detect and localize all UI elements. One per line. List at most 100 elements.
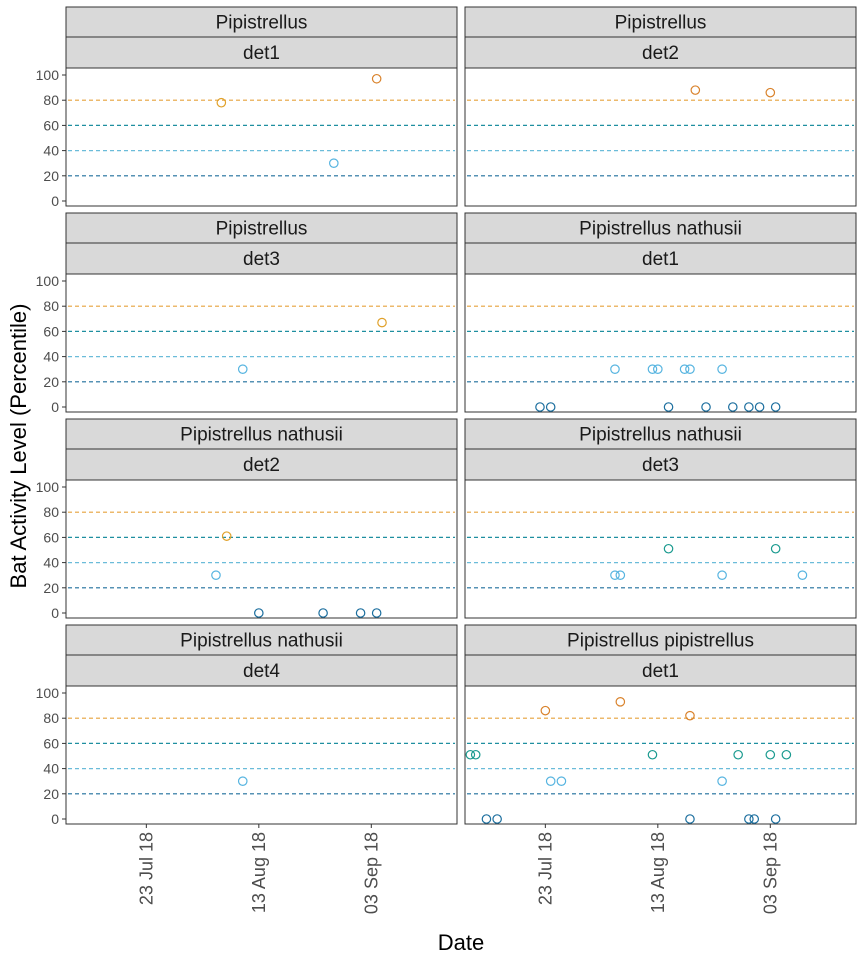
data-point	[465, 749, 476, 760]
y-tick-label: 20	[43, 786, 59, 802]
data-point	[749, 814, 760, 824]
facet-panel: Pipistrellus det1 0 20 40 60 80 100	[36, 6, 458, 209]
y-tick-label: 20	[43, 374, 59, 390]
detector-label: det3	[243, 249, 280, 270]
data-point	[685, 364, 695, 374]
y-tick-label: 0	[51, 605, 59, 621]
data-point	[318, 608, 328, 618]
plot-area	[65, 273, 458, 413]
x-tick-label: 23 Jul 18	[136, 832, 156, 905]
y-tick-label: 100	[36, 67, 60, 83]
facet-panel: Pipistrellus pipistrellus det1	[464, 624, 857, 825]
plot-area	[464, 67, 857, 207]
y-tick-label: 80	[43, 710, 59, 726]
x-tick-label: 03 Sep 18	[361, 832, 381, 914]
y-axis-title: Bat Activity Level (Percentile)	[6, 304, 31, 589]
species-strip	[65, 212, 458, 244]
detector-label: det1	[642, 249, 679, 270]
species-label: Pipistrellus nathusii	[579, 425, 742, 446]
detector-label: det2	[642, 43, 679, 64]
data-point	[685, 710, 695, 721]
data-point	[765, 87, 776, 98]
data-point	[781, 749, 792, 760]
y-tick-label: 20	[43, 168, 59, 184]
data-point	[663, 543, 674, 554]
data-point	[556, 776, 567, 786]
x-tick-label: 13 Aug 18	[648, 832, 668, 913]
facet-panel: Pipistrellus det2	[464, 6, 857, 207]
data-point	[679, 364, 690, 374]
y-tick-label: 0	[51, 811, 59, 827]
facet-panel: Pipistrellus nathusii det2 0 20 40 60 80 100	[36, 418, 458, 621]
facet-panel: Pipistrellus nathusii det4 0 20 40 60 80 100	[36, 624, 458, 827]
plot-area	[65, 685, 458, 825]
species-strip	[65, 418, 458, 450]
data-point	[615, 570, 626, 580]
detector-strip	[65, 36, 458, 69]
species-label: Pipistrellus nathusii	[579, 219, 742, 240]
data-point	[211, 570, 221, 580]
data-point	[535, 402, 545, 412]
data-point	[647, 749, 658, 760]
x-axis-title: Date	[438, 930, 484, 955]
detector-strip	[464, 654, 857, 687]
data-point	[610, 570, 620, 580]
data-point	[733, 749, 743, 760]
x-axes: 23 Jul 18 13 Aug 18 03 Sep 18 23 Jul 18 13 A…	[136, 824, 780, 914]
facet-panel: Pipistrellus nathusii det3	[464, 418, 857, 619]
species-strip	[464, 624, 857, 656]
data-point	[355, 608, 366, 618]
detector-label: det4	[243, 661, 280, 682]
data-point	[770, 402, 781, 412]
x-tick-label: 23 Jul 18	[535, 832, 555, 905]
y-tick-label: 20	[43, 580, 59, 596]
data-point	[744, 402, 754, 412]
y-tick-label: 40	[43, 761, 59, 777]
species-strip	[464, 418, 857, 450]
species-strip	[464, 212, 857, 244]
data-point	[717, 776, 727, 786]
data-point	[470, 749, 481, 760]
plot-area	[65, 479, 458, 619]
y-tick-label: 60	[43, 529, 59, 545]
species-label: Pipistrellus pipistrellus	[567, 631, 754, 652]
y-tick-label: 40	[43, 349, 59, 365]
data-point	[329, 158, 339, 168]
y-tick-label: 40	[43, 143, 59, 159]
species-label: Pipistrellus	[615, 13, 707, 34]
data-point	[492, 814, 502, 824]
data-point	[216, 97, 227, 108]
data-point	[663, 402, 674, 412]
x-tick-label: 03 Sep 18	[760, 832, 780, 914]
y-tick-label: 60	[43, 323, 59, 339]
data-point	[377, 317, 387, 328]
data-point	[481, 814, 492, 824]
data-point	[728, 402, 738, 412]
y-tick-label: 0	[51, 193, 59, 209]
detector-strip	[65, 448, 458, 481]
species-strip	[65, 6, 458, 38]
data-point	[690, 85, 701, 95]
y-tick-label: 100	[36, 685, 60, 701]
species-label: Pipistrellus	[216, 13, 308, 34]
data-point	[610, 364, 620, 374]
plot-area	[464, 685, 857, 825]
y-tick-label: 60	[43, 117, 59, 133]
y-tick-label: 80	[43, 92, 59, 108]
facet-panel: Pipistrellus nathusii det1	[464, 212, 857, 413]
data-point	[701, 402, 711, 412]
species-label: Pipistrellus	[216, 219, 308, 240]
data-point	[254, 608, 264, 618]
data-point	[717, 570, 727, 580]
data-point	[221, 531, 232, 541]
y-tick-label: 0	[51, 399, 59, 415]
data-point	[653, 364, 663, 374]
detector-label: det3	[642, 455, 679, 476]
data-point	[540, 705, 551, 716]
y-tick-label: 100	[36, 273, 60, 289]
x-tick-label: 13 Aug 18	[249, 832, 269, 913]
plot-area	[464, 273, 857, 413]
data-point	[717, 364, 727, 374]
data-point	[770, 814, 781, 824]
